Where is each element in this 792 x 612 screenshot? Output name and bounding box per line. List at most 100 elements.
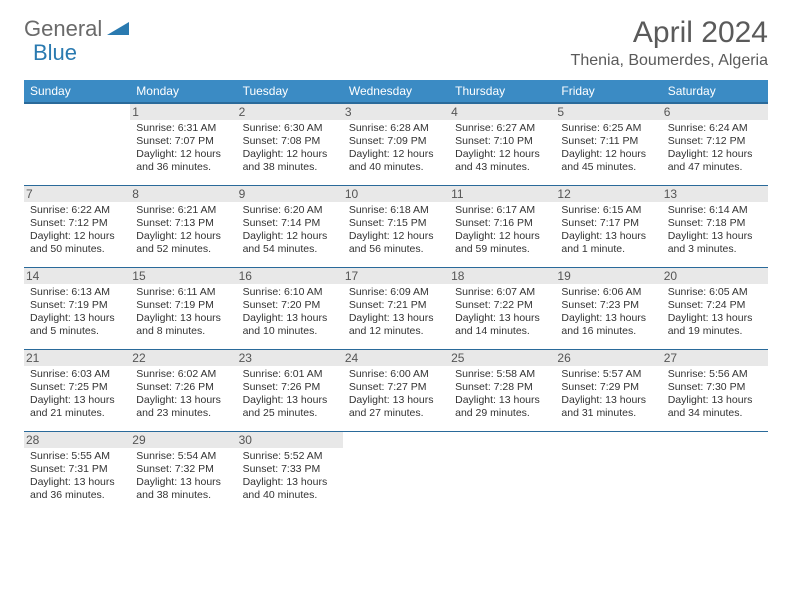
calendar-cell [343,431,449,513]
calendar-cell: 29Sunrise: 5:54 AMSunset: 7:32 PMDayligh… [130,431,236,513]
sunrise-text: Sunrise: 5:57 AM [561,368,655,381]
calendar-week-row: 7Sunrise: 6:22 AMSunset: 7:12 PMDaylight… [24,185,768,267]
sunset-text: Sunset: 7:07 PM [136,135,230,148]
sunrise-text: Sunrise: 6:06 AM [561,286,655,299]
day-number: 20 [662,268,768,284]
logo-triangle-icon [107,19,129,40]
daylight-text: Daylight: 13 hours and 29 minutes. [455,394,549,420]
day-header: Saturday [662,80,768,103]
daylight-text: Daylight: 13 hours and 21 minutes. [30,394,124,420]
calendar-table: Sunday Monday Tuesday Wednesday Thursday… [24,80,768,513]
logo-text-blue-wrap: Blue [33,40,77,66]
daylight-text: Daylight: 12 hours and 45 minutes. [561,148,655,174]
logo-text-general: General [24,16,102,42]
sunrise-text: Sunrise: 6:25 AM [561,122,655,135]
daylight-text: Daylight: 12 hours and 47 minutes. [668,148,762,174]
calendar-cell [24,103,130,185]
calendar-cell: 11Sunrise: 6:17 AMSunset: 7:16 PMDayligh… [449,185,555,267]
sunset-text: Sunset: 7:23 PM [561,299,655,312]
sunrise-text: Sunrise: 6:03 AM [30,368,124,381]
calendar-cell [449,431,555,513]
sunset-text: Sunset: 7:31 PM [30,463,124,476]
calendar-week-row: 14Sunrise: 6:13 AMSunset: 7:19 PMDayligh… [24,267,768,349]
calendar-cell: 5Sunrise: 6:25 AMSunset: 7:11 PMDaylight… [555,103,661,185]
day-number: 10 [343,186,449,202]
daylight-text: Daylight: 13 hours and 1 minute. [561,230,655,256]
day-number: 4 [449,104,555,120]
header: General April 2024 Thenia, Boumerdes, Al… [24,16,768,70]
sunset-text: Sunset: 7:26 PM [136,381,230,394]
daylight-text: Daylight: 13 hours and 16 minutes. [561,312,655,338]
sunset-text: Sunset: 7:27 PM [349,381,443,394]
sunrise-text: Sunrise: 6:07 AM [455,286,549,299]
calendar-body: 1Sunrise: 6:31 AMSunset: 7:07 PMDaylight… [24,103,768,513]
day-number: 8 [130,186,236,202]
calendar-cell: 23Sunrise: 6:01 AMSunset: 7:26 PMDayligh… [237,349,343,431]
day-number: 6 [662,104,768,120]
sunrise-text: Sunrise: 5:52 AM [243,450,337,463]
sunset-text: Sunset: 7:12 PM [668,135,762,148]
sunset-text: Sunset: 7:20 PM [243,299,337,312]
day-number: 28 [24,432,130,448]
day-header-row: Sunday Monday Tuesday Wednesday Thursday… [24,80,768,103]
sunset-text: Sunset: 7:28 PM [455,381,549,394]
logo-text-blue: Blue [33,40,77,65]
calendar-cell: 28Sunrise: 5:55 AMSunset: 7:31 PMDayligh… [24,431,130,513]
sunset-text: Sunset: 7:26 PM [243,381,337,394]
calendar-cell: 3Sunrise: 6:28 AMSunset: 7:09 PMDaylight… [343,103,449,185]
sunset-text: Sunset: 7:15 PM [349,217,443,230]
sunrise-text: Sunrise: 6:21 AM [136,204,230,217]
sunset-text: Sunset: 7:18 PM [668,217,762,230]
sunrise-text: Sunrise: 5:56 AM [668,368,762,381]
day-header: Sunday [24,80,130,103]
daylight-text: Daylight: 13 hours and 40 minutes. [243,476,337,502]
sunrise-text: Sunrise: 6:31 AM [136,122,230,135]
calendar-week-row: 21Sunrise: 6:03 AMSunset: 7:25 PMDayligh… [24,349,768,431]
day-number: 16 [237,268,343,284]
sunset-text: Sunset: 7:19 PM [30,299,124,312]
calendar-cell: 9Sunrise: 6:20 AMSunset: 7:14 PMDaylight… [237,185,343,267]
calendar-cell: 12Sunrise: 6:15 AMSunset: 7:17 PMDayligh… [555,185,661,267]
day-number: 13 [662,186,768,202]
day-header: Friday [555,80,661,103]
calendar-cell: 8Sunrise: 6:21 AMSunset: 7:13 PMDaylight… [130,185,236,267]
day-header: Thursday [449,80,555,103]
sunrise-text: Sunrise: 6:02 AM [136,368,230,381]
day-number: 21 [24,350,130,366]
sunrise-text: Sunrise: 6:30 AM [243,122,337,135]
calendar-cell: 14Sunrise: 6:13 AMSunset: 7:19 PMDayligh… [24,267,130,349]
calendar-cell: 19Sunrise: 6:06 AMSunset: 7:23 PMDayligh… [555,267,661,349]
day-number: 12 [555,186,661,202]
daylight-text: Daylight: 12 hours and 50 minutes. [30,230,124,256]
day-number: 9 [237,186,343,202]
sunset-text: Sunset: 7:29 PM [561,381,655,394]
sunrise-text: Sunrise: 6:10 AM [243,286,337,299]
calendar-cell: 27Sunrise: 5:56 AMSunset: 7:30 PMDayligh… [662,349,768,431]
sunrise-text: Sunrise: 6:13 AM [30,286,124,299]
sunset-text: Sunset: 7:32 PM [136,463,230,476]
sunrise-text: Sunrise: 6:01 AM [243,368,337,381]
sunset-text: Sunset: 7:21 PM [349,299,443,312]
daylight-text: Daylight: 13 hours and 27 minutes. [349,394,443,420]
location: Thenia, Boumerdes, Algeria [571,52,768,70]
calendar-cell: 26 Sunrise: 5:57 AMSunset: 7:29 PMDayligh… [555,349,661,431]
sunset-text: Sunset: 7:30 PM [668,381,762,394]
day-header: Wednesday [343,80,449,103]
daylight-text: Daylight: 13 hours and 34 minutes. [668,394,762,420]
daylight-text: Daylight: 12 hours and 54 minutes. [243,230,337,256]
daylight-text: Daylight: 13 hours and 25 minutes. [243,394,337,420]
calendar-cell: 20Sunrise: 6:05 AMSunset: 7:24 PMDayligh… [662,267,768,349]
sunset-text: Sunset: 7:12 PM [30,217,124,230]
day-number: 26 [555,350,661,366]
daylight-text: Daylight: 13 hours and 23 minutes. [136,394,230,420]
day-number: 24 [343,350,449,366]
day-number: 3 [343,104,449,120]
calendar-cell: 6Sunrise: 6:24 AMSunset: 7:12 PMDaylight… [662,103,768,185]
sunrise-text: Sunrise: 6:20 AM [243,204,337,217]
day-number: 17 [343,268,449,284]
daylight-text: Daylight: 13 hours and 31 minutes. [561,394,655,420]
sunset-text: Sunset: 7:11 PM [561,135,655,148]
calendar-cell: 18Sunrise: 6:07 AMSunset: 7:22 PMDayligh… [449,267,555,349]
calendar-cell [555,431,661,513]
day-number: 18 [449,268,555,284]
